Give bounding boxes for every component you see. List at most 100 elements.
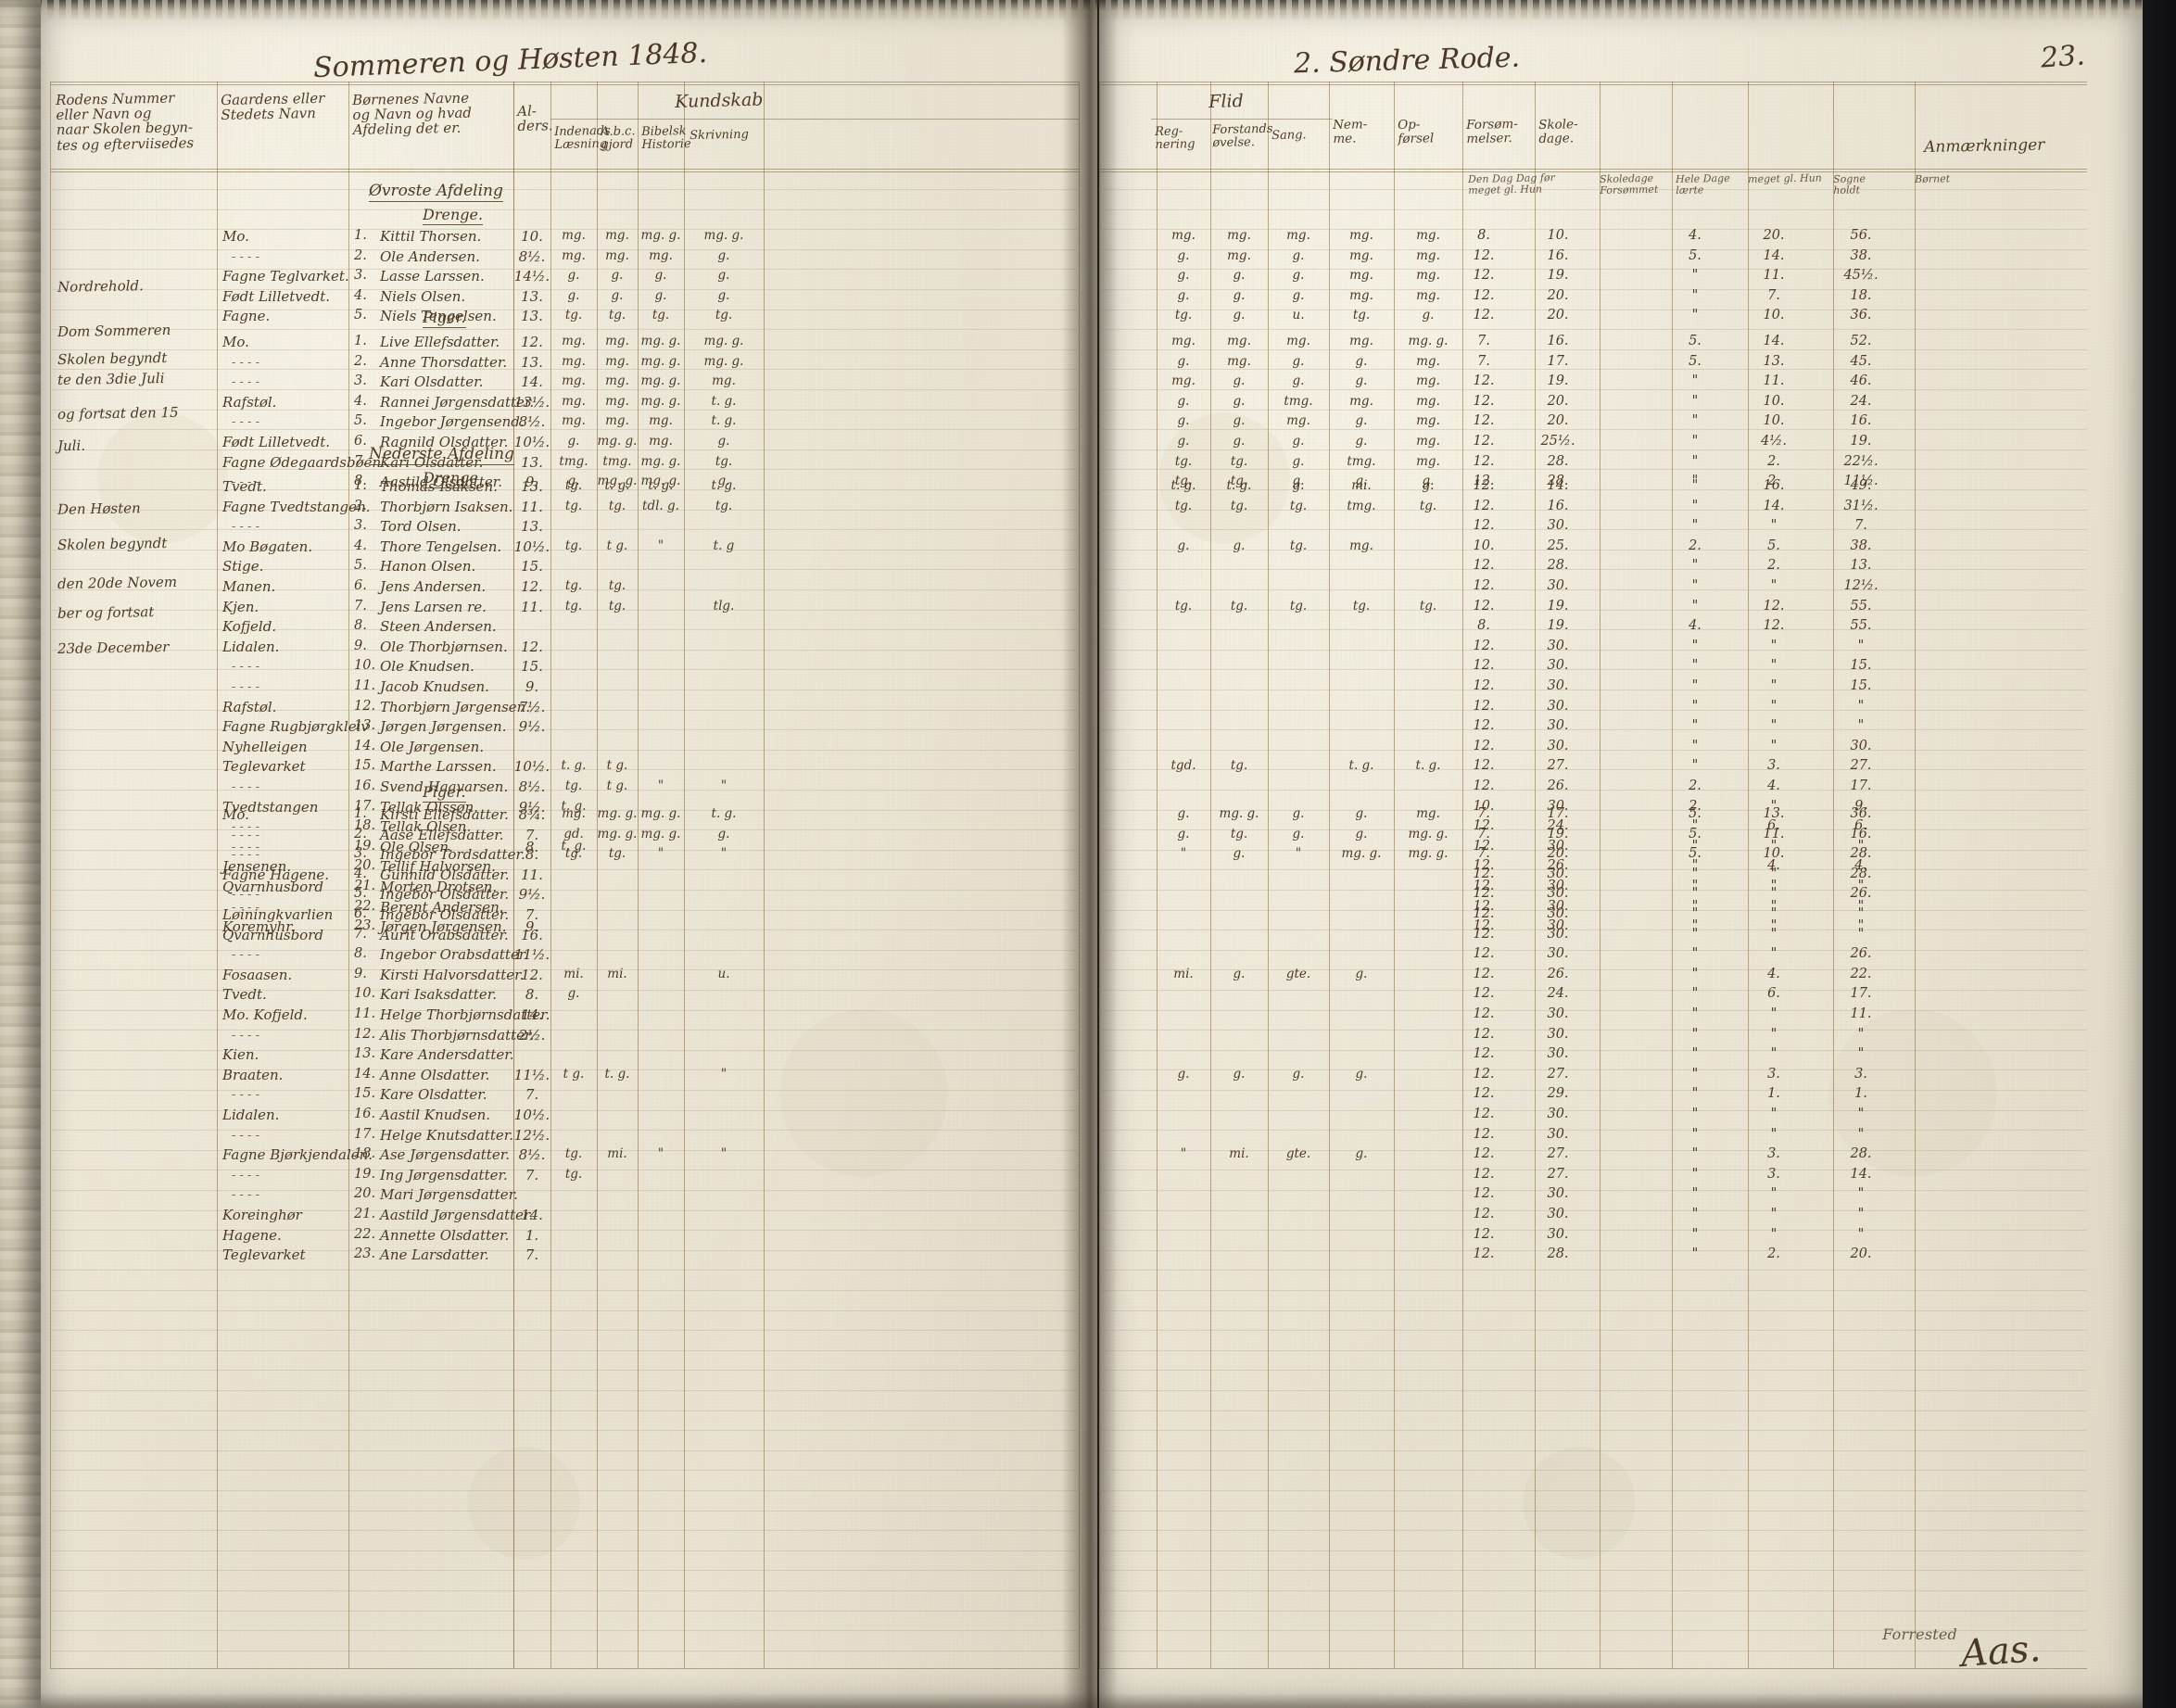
cell-number: 12. [354, 698, 376, 714]
cell-alder: 10½. [513, 434, 550, 450]
cell-name: Alis Thorbjørnsdatter. [380, 1026, 535, 1044]
cell-number: 1. [354, 806, 367, 821]
cell-forsommelser-a: 12. [1473, 678, 1495, 693]
cell-skoledage-b: 13. [1763, 353, 1785, 369]
table-row: 12. 30. " " 7. [1099, 518, 2143, 538]
cell-name: Marthe Larssen. [380, 758, 497, 776]
faint-rule [52, 449, 1077, 450]
cell-skoledage-b: " [1770, 1046, 1777, 1062]
faint-rule [52, 1530, 1077, 1532]
rule-v-left [50, 82, 51, 1668]
cell-skoledage-a: " [1691, 1107, 1699, 1121]
cell-sang: g. [1292, 1066, 1305, 1082]
cell-forstandsovelse: g. [1233, 373, 1246, 389]
cell-skoledage-a: " [1691, 413, 1699, 429]
cell-skoledage-a: 2. [1689, 798, 1702, 814]
cell-number: 5. [354, 886, 367, 902]
cell-number: 7. [354, 453, 367, 469]
table-row: Qvarnhusbord 7. Aurit Orabsdatter. 16. [35, 927, 1097, 947]
cell-forsommelser-a: 8. [1477, 228, 1490, 243]
cell-alder: 12. [521, 966, 543, 983]
cell-regnering: t. g. [1170, 478, 1196, 493]
faint-rule [52, 429, 1077, 431]
cell-forsommelser-a: 12. [1473, 474, 1495, 489]
cell-number: 8. [354, 946, 367, 962]
cell-number: 16. [354, 1107, 376, 1121]
cell-sang: mg. [1286, 334, 1310, 348]
cell-alder: 15. [521, 658, 543, 676]
table-row: g. g. g. g. mg. 12. 25½. " 4½. 19. [1099, 434, 2143, 454]
faint-rule [1099, 909, 2087, 911]
cell-skoledage-b: 6. [1767, 818, 1780, 834]
cell-skoledage-b: " [1770, 1006, 1777, 1021]
cell-forsommelser-a: 12. [1473, 946, 1495, 962]
faint-rule [1099, 569, 2087, 571]
table-row: 12. 30. " " " [1099, 927, 2143, 947]
cell-gaard: Stige. [222, 558, 264, 576]
cell-skoledage-a: " [1691, 818, 1699, 834]
cell-forsommelser-a: 7. [1477, 334, 1490, 348]
cell-name: Thorbjørn Isaksen. [380, 498, 513, 515]
table-row: - - - - 8. Aastild Olsdatter. 9. g. mg. g. mg.… [35, 474, 1097, 494]
cell-gaard: Kjen. [222, 598, 259, 615]
table-row: - - - - 3. Ingebor Tordsdatter. 8. tg. tg. " " [35, 846, 1097, 867]
cell-forstandsovelse: t. g. [1226, 478, 1252, 493]
cell-skoledage-c: 15. [1850, 658, 1872, 674]
section-1-sub: Drenge. [423, 206, 484, 225]
table-row: 12. 30. " " " [1099, 918, 2143, 939]
table-row: Tvedtstangen 17. Tellak Olssøn. 9½. t. g. [35, 799, 1097, 819]
cell-forsommelser-a: 12. [1473, 268, 1495, 284]
table-row: 12. 30. " " " [1099, 899, 2143, 919]
cell-gaard-ditto: - - - - [232, 680, 259, 694]
cell-skoledage-c: 52. [1850, 334, 1872, 348]
cell-forsommelser-b: 26. [1547, 778, 1569, 793]
cell-bibel: mg. g. [640, 826, 681, 841]
cell-skoledage-c: 4. [1854, 858, 1867, 874]
table-row: g. g. g. g. 12. 27. " 3. 3. [1099, 1067, 2143, 1087]
cell-skoledage-b: 5. [1767, 538, 1780, 553]
cell-forstandsovelse: tg. [1230, 453, 1248, 469]
cell-nemme: tg. [1352, 308, 1371, 323]
table-row: 12. 30. " " " [1099, 1207, 2143, 1227]
cell-skoledage-b: 13. [1763, 806, 1785, 821]
cell-regnering: g. [1177, 826, 1190, 841]
table-row: Koreinghør 21. Aastild Jørgensdatter. 14. [35, 1207, 1097, 1227]
cell-gaard-ditto: - - - - [232, 475, 259, 490]
cell-name: Niels Tengelsen. [380, 308, 497, 325]
cell-abc: mg. [605, 353, 629, 369]
faint-rule [1099, 709, 2087, 711]
cell-abc: tg. [608, 308, 626, 323]
cell-name: Thore Tengelsen. [380, 538, 502, 555]
cell-skoledage-c: 9. [1854, 798, 1867, 814]
cell-opforsel: mg. [1416, 453, 1440, 469]
faint-rule [1099, 229, 2087, 231]
table-row: 8. 19. 4. 12. 55. [1099, 618, 2143, 639]
cell-name: Kari Isaksdatter. [380, 986, 498, 1004]
cell-laesning: g. [567, 986, 580, 1002]
cell-laesning: mg. [562, 413, 586, 429]
table-row: - - - - 3. Tord Olsen. 13. [35, 518, 1097, 538]
cell-sang: g. [1292, 287, 1305, 303]
cell-number: 18. [354, 818, 376, 834]
cell-forsommelser-a: 10. [1473, 538, 1495, 553]
cell-skrivning: mg. g. [703, 228, 744, 243]
cell-skoledage-a: " [1691, 918, 1699, 934]
faint-rule [1099, 1630, 2087, 1632]
cell-regnering: mg. [1171, 228, 1196, 243]
cell-skoledage-c: 22½. [1843, 453, 1879, 469]
cell-number: 7. [354, 926, 367, 942]
faint-rule [1099, 1449, 2087, 1451]
table-row: - - - - 19. Ole Olsen. 8. t. g. [35, 839, 1097, 859]
cell-nemme: g. [1355, 373, 1368, 389]
cell-skoledage-a: " [1691, 886, 1699, 902]
cell-regnering: g. [1177, 1066, 1190, 1082]
cell-abc: mg. [605, 247, 629, 263]
cell-gaard: Fagne Ødegaardsbøen [222, 453, 382, 471]
table-row: Lidalen. 9. Ole Thorbjørnsen. 12. [35, 639, 1097, 659]
cell-skrivning: g. [717, 434, 730, 449]
table-row: 12. 30. " " " [1099, 1127, 2143, 1147]
cell-skoledage-a: 5. [1689, 826, 1702, 841]
faint-rule [52, 489, 1077, 490]
cell-forsommelser-b: 27. [1547, 758, 1569, 774]
cell-forsommelser-b: 30. [1547, 946, 1569, 962]
